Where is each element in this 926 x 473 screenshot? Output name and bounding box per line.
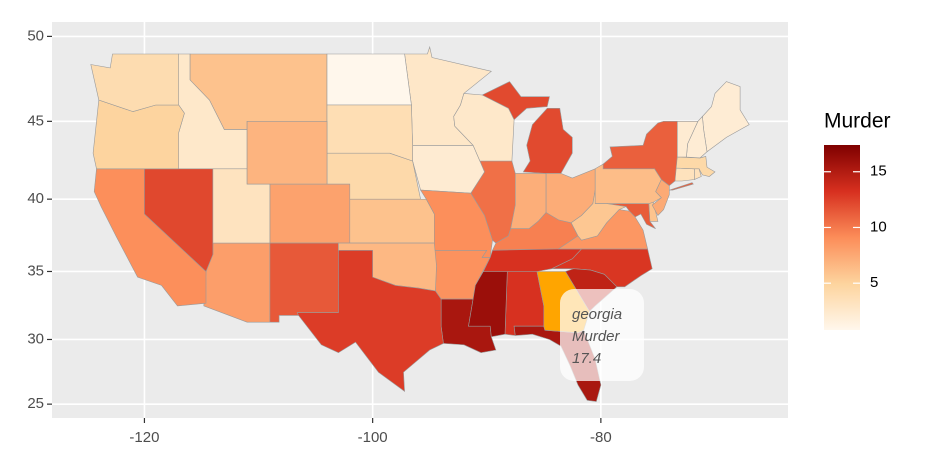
state-region — [296, 250, 444, 393]
y-tick-label: 25 — [27, 395, 44, 412]
legend-label: 10 — [870, 218, 887, 235]
legend-label: 15 — [870, 163, 887, 180]
state-region — [570, 190, 628, 241]
state-region — [606, 203, 656, 229]
tooltip-box — [560, 289, 644, 381]
state-region — [326, 104, 413, 162]
x-tick-label: -80 — [590, 429, 612, 446]
state-region — [504, 271, 545, 336]
colorbar — [824, 145, 860, 330]
state-region — [694, 168, 702, 180]
state-region — [674, 167, 695, 182]
legend-title: Murder — [824, 110, 891, 133]
state-region — [269, 183, 351, 244]
state-region — [349, 198, 435, 244]
x-tick-label: -100 — [358, 429, 388, 446]
state-region — [144, 168, 214, 273]
state-region — [420, 189, 493, 258]
state-region — [326, 53, 412, 106]
state-region — [468, 271, 508, 338]
y-tick-label: 50 — [27, 27, 44, 44]
y-tick-label: 45 — [27, 112, 44, 129]
y-tick-label: 30 — [27, 330, 44, 347]
legend-label: 5 — [870, 274, 878, 291]
state-region — [412, 145, 485, 194]
state-region — [90, 53, 179, 112]
state-region — [482, 248, 583, 272]
state-region — [453, 93, 515, 162]
tooltip: georgia Murder 17.4 — [560, 289, 644, 381]
tooltip-region: georgia — [572, 306, 622, 323]
state-region — [246, 121, 328, 185]
state-region — [677, 121, 699, 158]
tooltip-variable: Murder — [572, 328, 621, 345]
state-region — [602, 121, 694, 191]
state-region — [269, 242, 339, 323]
x-tick-label: -120 — [129, 429, 159, 446]
tooltip-value: 17.4 — [572, 350, 601, 367]
y-tick-label: 35 — [27, 262, 44, 279]
state-region — [594, 163, 662, 204]
state-region — [92, 99, 185, 170]
y-tick-label: 40 — [27, 190, 44, 207]
